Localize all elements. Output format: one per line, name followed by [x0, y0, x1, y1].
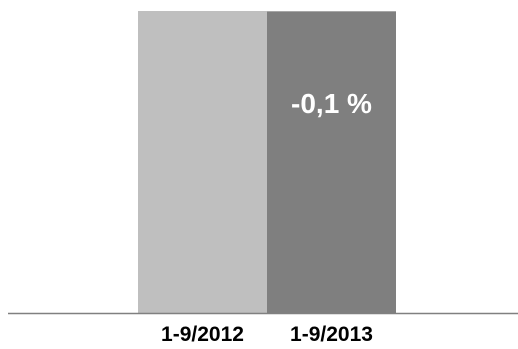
category-label-1: 1-9/2012 [161, 323, 244, 346]
category-labels: 1-9/2012 1-9/2013 [161, 323, 373, 346]
bars-group [138, 11, 396, 313]
category-label-2: 1-9/2013 [290, 323, 373, 346]
data-label-change: -0,1 % [291, 88, 372, 119]
bar-1 [138, 11, 267, 313]
bar-2 [267, 11, 396, 313]
